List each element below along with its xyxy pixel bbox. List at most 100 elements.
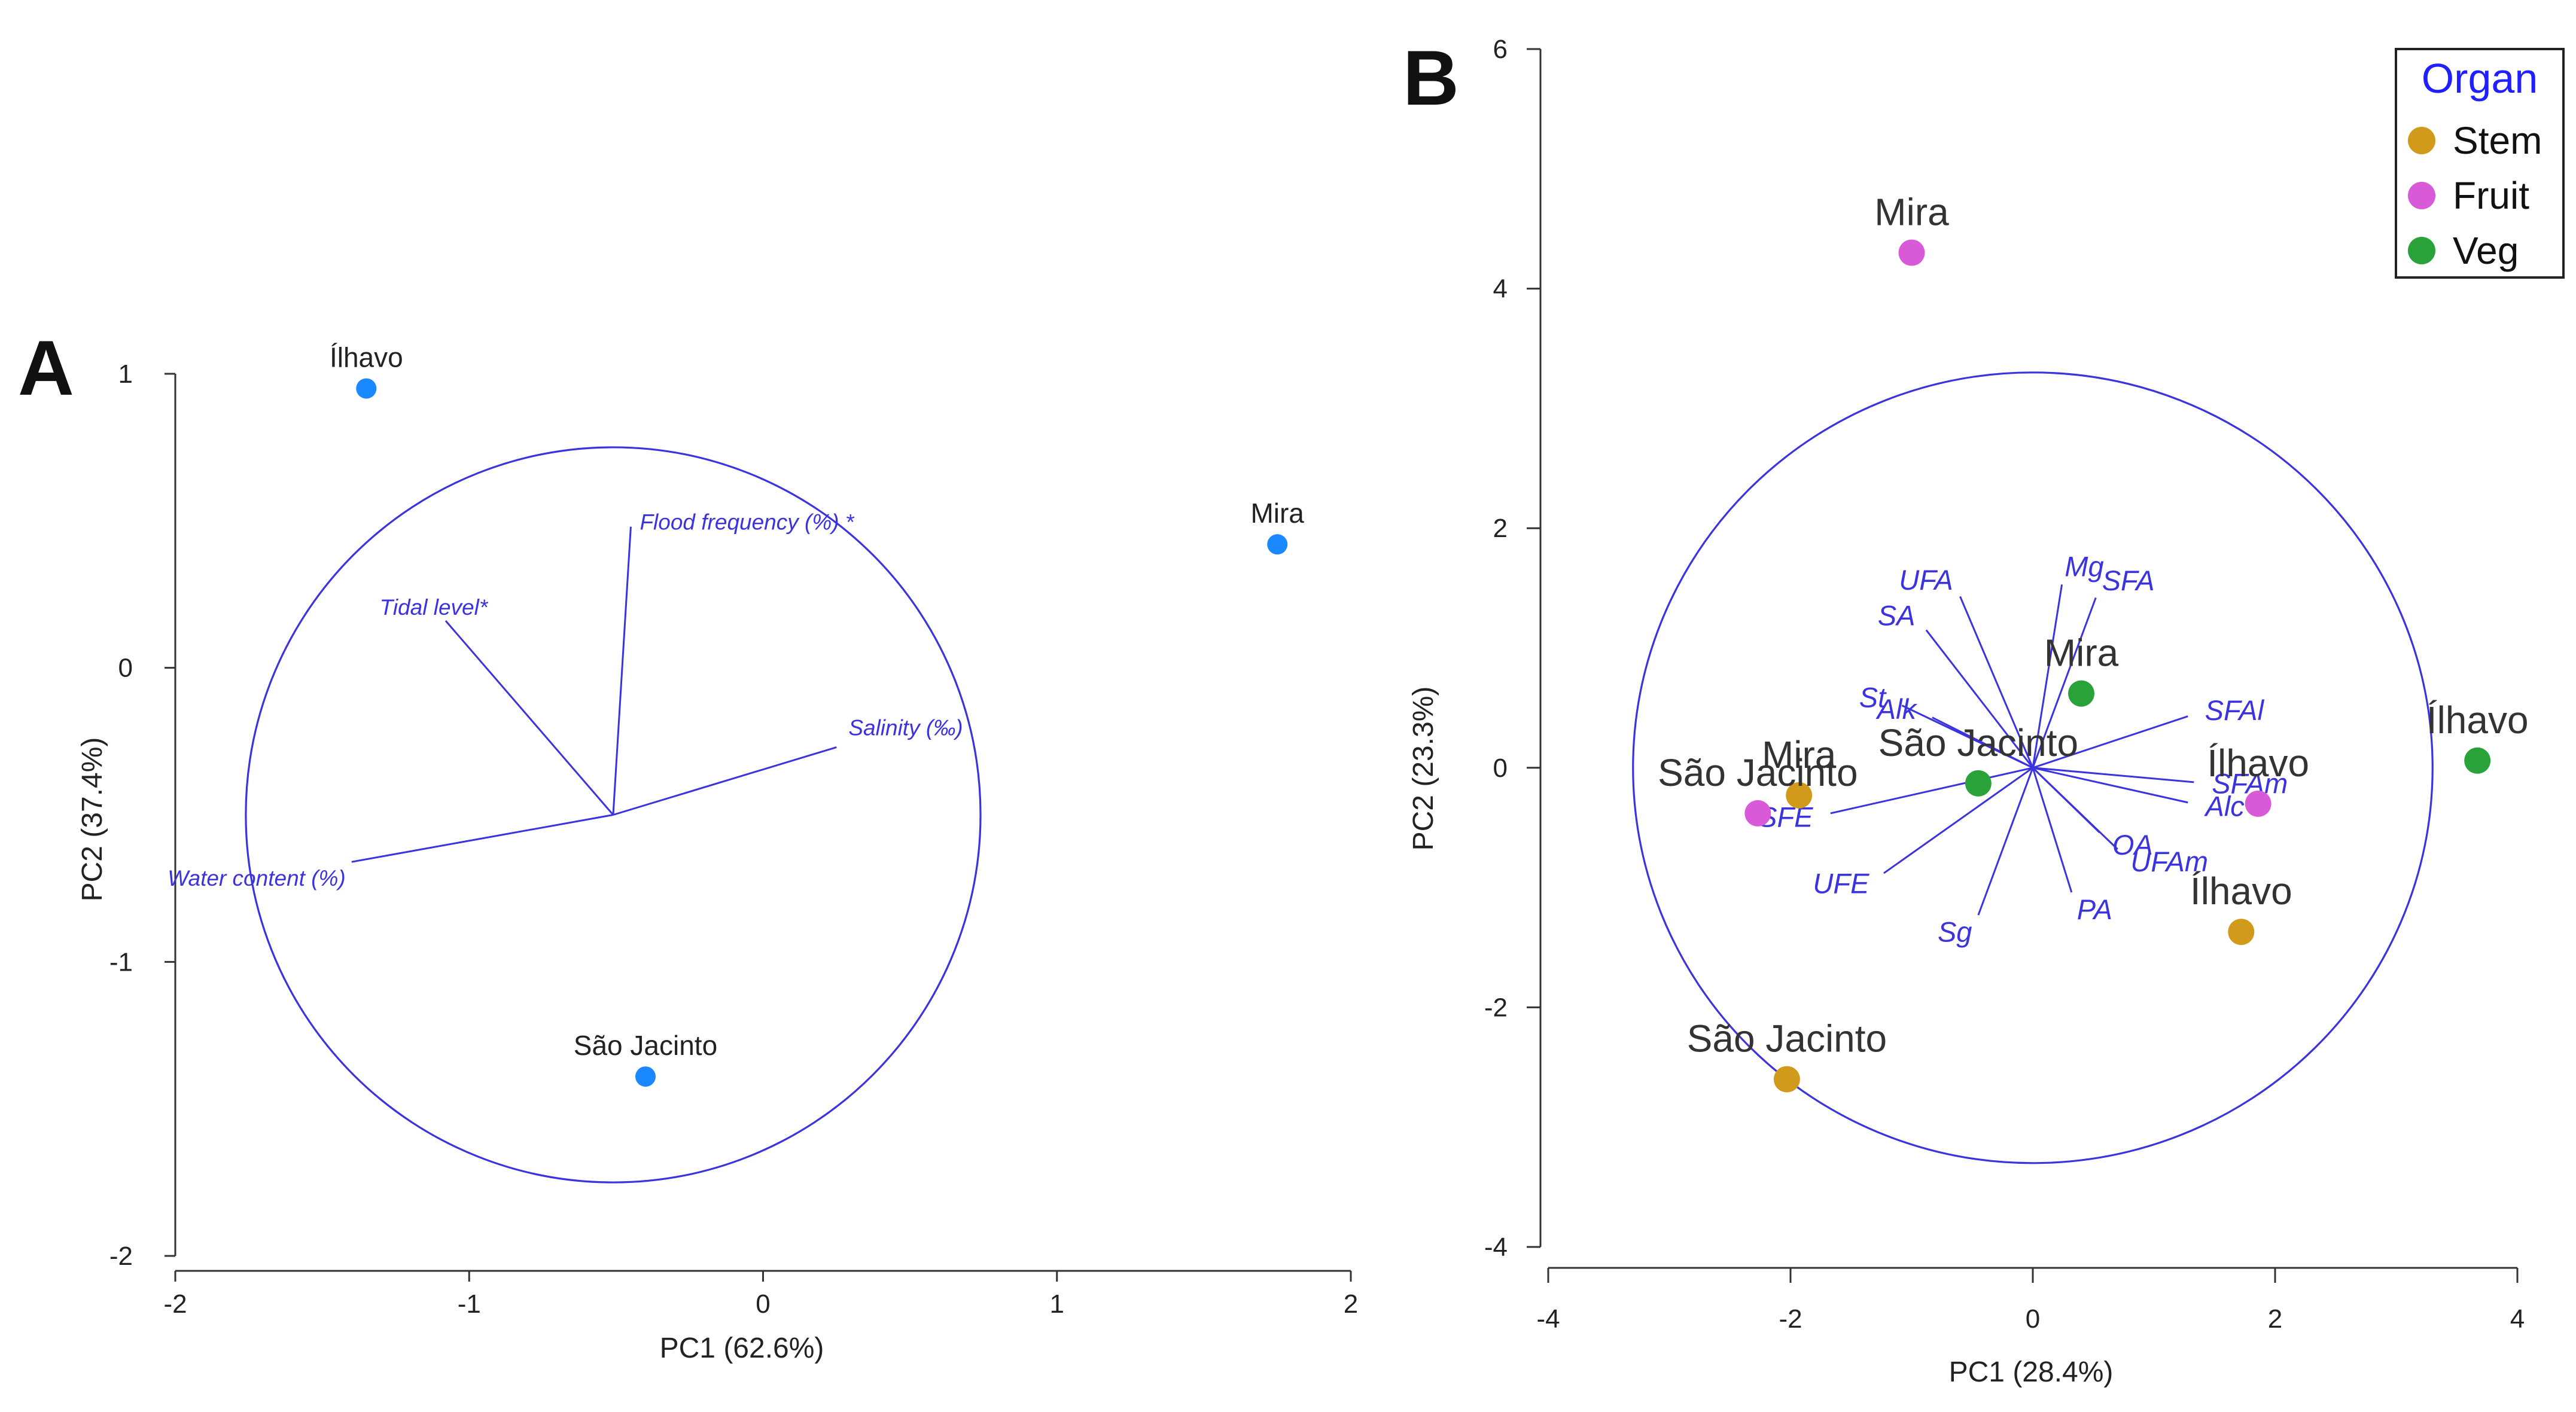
panel-a-y-tick-label: 1 bbox=[118, 359, 133, 389]
panel-b-point-label-mira-fruit: Mira bbox=[1874, 191, 1949, 234]
panel-a-point-label-mira: Mira bbox=[1250, 498, 1304, 529]
legend-label-fruit: Fruit bbox=[2453, 174, 2529, 217]
panel-b-point-ilhavo-stem bbox=[2228, 919, 2255, 946]
panel-a-vector-flood-frequency bbox=[612, 526, 632, 815]
panel-b-vector-label-alk: Alk bbox=[1875, 693, 1918, 725]
panel-a-y-tick-label: -2 bbox=[109, 1242, 133, 1271]
panel-b-point-sao-jacinto-stem bbox=[1773, 1066, 1800, 1093]
panel-b-y-tick-label: 4 bbox=[1493, 275, 1508, 304]
panel-b-vector-sa bbox=[1925, 629, 2034, 768]
panel-b-point-ilhavo-veg bbox=[2464, 747, 2491, 774]
panel-a-loading-vectors: Flood frequency (%) * Tidal level* Salinit… bbox=[168, 510, 963, 890]
panel-b-x-tick-label: -2 bbox=[1779, 1304, 1802, 1334]
panel-a-y-tick-label: 0 bbox=[118, 654, 133, 683]
panel-b-vector-label-st: St bbox=[1859, 682, 1887, 713]
panel-b-y-tick-label: 2 bbox=[1493, 514, 1508, 543]
panel-b-vector-ufam bbox=[2032, 767, 2118, 850]
panel-a: A -2 -1 0 1 2-2-101 PC1 (62.6%) PC2 (37.4%) … bbox=[18, 324, 1358, 1364]
panel-b-point-label-sao-jacinto-veg: São Jacinto bbox=[1878, 721, 2078, 764]
panel-a-letter: A bbox=[18, 324, 74, 411]
panel-a-ticks bbox=[165, 373, 1352, 1282]
panel-b-point-label-mira-veg: Mira bbox=[2044, 632, 2119, 675]
panel-b-vector-label-ufa: UFA bbox=[1899, 564, 1953, 596]
panel-a-x-tick-label: 2 bbox=[1344, 1289, 1358, 1319]
panel-b-x-tick-label: 2 bbox=[2268, 1304, 2282, 1334]
panel-a-x-tick-label: 0 bbox=[756, 1289, 770, 1319]
panel-a-point-label-ilhavo: Ílhavo bbox=[330, 342, 403, 373]
panel-b-x-tick-label: 0 bbox=[2026, 1304, 2040, 1334]
panel-b-point-label-ilhavo-veg: Ílhavo bbox=[2426, 699, 2529, 742]
panel-b-x-axis-title: PC1 (28.4%) bbox=[1949, 1356, 2114, 1388]
panel-b-vector-label-sfal: SFAl bbox=[2205, 694, 2265, 726]
panel-b-point-label-ilhavo-stem: Ílhavo bbox=[2190, 870, 2292, 913]
panel-b-vector-alc bbox=[2032, 767, 2188, 804]
panel-b-y-tick-label: 0 bbox=[1493, 754, 1508, 783]
panel-b-letter: B bbox=[1403, 34, 1459, 121]
panel-b-point-sao-jacinto-fruit bbox=[1744, 800, 1771, 827]
panel-b-ticks bbox=[1527, 48, 2519, 1283]
panel-a-x-tick-label: 1 bbox=[1050, 1289, 1064, 1319]
panel-a-vector-label-salinity: Salinity (‰) bbox=[848, 715, 963, 740]
panel-b-point-label-ilhavo-fruit: Ílhavo bbox=[2207, 742, 2309, 785]
panel-b-y-tick-label: -2 bbox=[1484, 993, 1508, 1022]
panel-b-vector-sfa bbox=[2032, 597, 2097, 768]
panel-b-x-tick-label: -4 bbox=[1536, 1304, 1560, 1334]
panel-b-vector-ufa bbox=[1959, 596, 2034, 768]
legend-label-veg: Veg bbox=[2453, 229, 2519, 272]
panel-a-vector-label-water-content: Water content (%) bbox=[168, 866, 345, 890]
panel-a-vector-water-content bbox=[351, 814, 614, 863]
panel-a-tick-labels: -2 -1 0 1 2 -2 -1 0 1 bbox=[109, 359, 1358, 1319]
panel-a-y-axis-title: PC2 (37.4%) bbox=[77, 737, 108, 902]
panel-b-point-label-mira-stem: Mira bbox=[1762, 733, 1837, 776]
panel-b-vector-label-ufam: UFAm bbox=[2130, 846, 2208, 877]
panel-b-vector-sfal bbox=[2032, 715, 2188, 769]
panel-b-vector-alk bbox=[1932, 716, 2033, 769]
panel-b-vector-label-sa: SA bbox=[1878, 600, 1916, 632]
panel-a-correlation-circle bbox=[245, 446, 982, 1184]
legend-marker-fruit bbox=[2408, 182, 2435, 209]
panel-b-point-ilhavo-fruit bbox=[2245, 790, 2271, 817]
panel-b-vector-label-ufe: UFE bbox=[1813, 867, 1869, 899]
panel-a-point-sao-jacinto bbox=[635, 1066, 656, 1087]
legend-entries: Stem Fruit Veg bbox=[2408, 119, 2542, 272]
panel-b-point-label-sao-jacinto-fruit: São Jacinto bbox=[1658, 751, 1858, 794]
panel-b-tick-labels: -4 -2 0 2 4 -4 -2 0 2 4 6 bbox=[1484, 35, 2525, 1334]
panel-a-y-tick-label: -1 bbox=[109, 947, 133, 977]
legend-title: Organ bbox=[2422, 55, 2538, 102]
panel-b: B -4 -2 0 2 4 -4 -2 0 2 4 6 PC1 (28.4%) PC2 (23.3%… bbox=[1403, 34, 2565, 1388]
panel-b-point-mira-veg bbox=[2068, 680, 2094, 707]
panel-b-vector-sfe bbox=[1830, 767, 2033, 815]
panel-b-vector-label-mg: Mg bbox=[2065, 551, 2103, 583]
panel-b-point-mira-stem bbox=[1786, 782, 1813, 809]
panel-b-vector-label-sg: Sg bbox=[1938, 916, 1972, 947]
panel-b-vector-sg bbox=[1977, 767, 2034, 916]
panel-a-point-mira bbox=[1267, 534, 1288, 555]
panel-a-vector-salinity bbox=[613, 746, 837, 816]
panel-a-vector-tidal-level bbox=[444, 620, 614, 816]
panel-b-point-sao-jacinto-veg bbox=[1965, 770, 1992, 797]
panel-b-vector-label-oa: OA bbox=[2112, 829, 2153, 861]
panel-b-y-axis-title: PC2 (23.3%) bbox=[1408, 687, 1439, 851]
panel-a-point-ilhavo bbox=[356, 378, 377, 399]
panel-b-y-tick-label: 6 bbox=[1493, 35, 1508, 64]
legend-label-stem: Stem bbox=[2453, 119, 2542, 162]
panel-a-observations: Ílhavo Mira São Jacinto bbox=[330, 342, 1304, 1087]
panel-b-vector-mg bbox=[2032, 584, 2063, 768]
panel-b-vector-sfam bbox=[2032, 767, 2194, 783]
panel-b-point-label-sao-jacinto-stem: São Jacinto bbox=[1687, 1017, 1887, 1060]
panel-b-vector-label-sfa: SFA bbox=[2102, 565, 2155, 596]
panel-b-vector-label-pa: PA bbox=[2077, 893, 2112, 925]
panel-a-point-label-sao-jacinto: São Jacinto bbox=[574, 1030, 717, 1061]
panel-b-vector-pa bbox=[2032, 767, 2073, 893]
legend: Organ Stem Fruit Veg bbox=[2395, 48, 2565, 279]
panel-b-vector-label-alc: Alc bbox=[2203, 790, 2244, 822]
legend-marker-stem bbox=[2408, 127, 2435, 154]
panel-b-point-mira-fruit bbox=[1898, 239, 1925, 266]
panel-b-y-tick-label: -4 bbox=[1484, 1233, 1508, 1262]
panel-b-vector-ufe bbox=[1883, 767, 2033, 874]
panel-a-vector-label-flood-frequency: Flood frequency (%) * bbox=[640, 510, 854, 535]
panel-a-x-tick-label: -1 bbox=[458, 1289, 481, 1319]
